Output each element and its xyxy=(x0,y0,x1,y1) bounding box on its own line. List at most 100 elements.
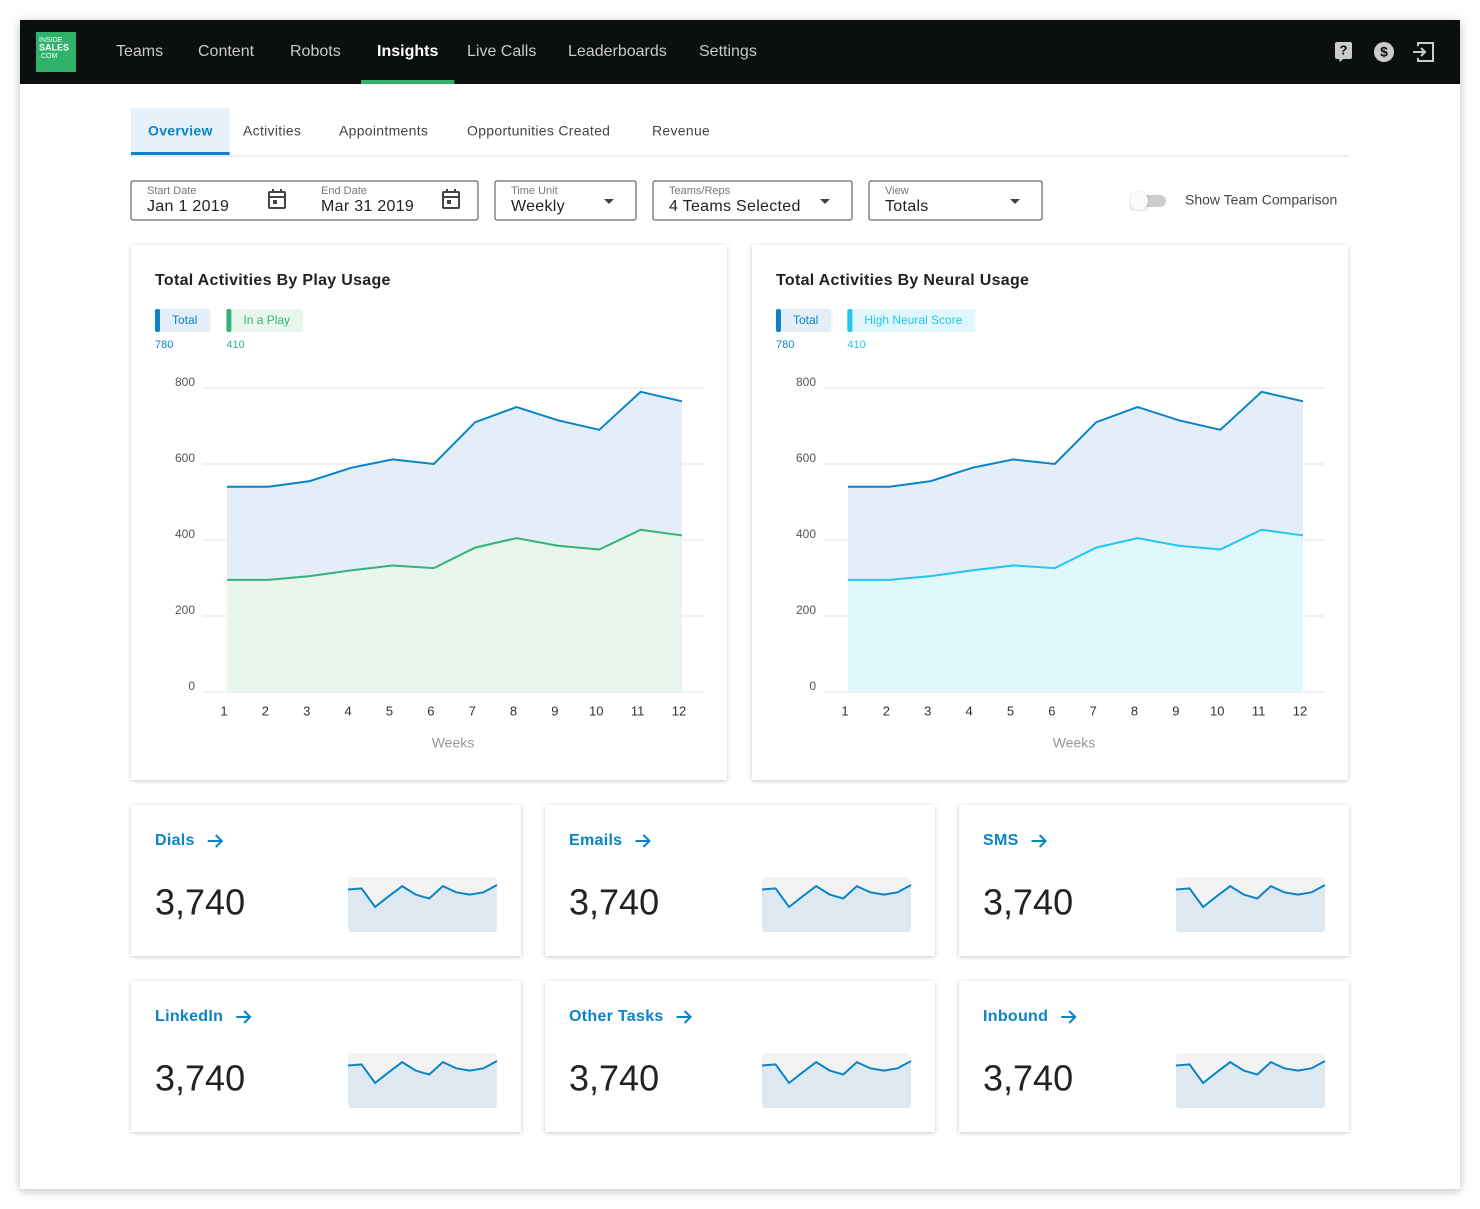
nav-bar xyxy=(20,20,1460,84)
x-axis-label: Weeks xyxy=(1053,735,1096,751)
time-unit-box[interactable] xyxy=(494,180,637,221)
svg-text:?: ? xyxy=(1340,42,1348,57)
arrow-icon[interactable] xyxy=(1031,834,1047,848)
sparkline-area xyxy=(1176,885,1325,932)
filter-label: View xyxy=(885,185,909,197)
x-tick-label: 5 xyxy=(1007,703,1014,718)
nav-item[interactable]: Robots xyxy=(290,43,341,60)
legend-label: Total xyxy=(172,313,197,327)
logout-icon[interactable] xyxy=(1413,42,1434,62)
legend-label: Total xyxy=(793,313,818,327)
sparkline-area xyxy=(762,1061,911,1108)
y-tick-label: 800 xyxy=(175,375,195,389)
y-tick-label: 400 xyxy=(175,527,195,541)
legend-value: 410 xyxy=(226,339,244,351)
legend-swatch xyxy=(226,309,232,332)
arrow-icon[interactable] xyxy=(207,834,224,848)
line xyxy=(227,528,683,581)
sparkline-area xyxy=(348,1061,497,1108)
arrow-icon[interactable] xyxy=(635,834,651,848)
tab[interactable]: Appointments xyxy=(339,123,428,139)
card-value: 3,740 xyxy=(983,1058,1073,1099)
legend-value: 780 xyxy=(776,339,794,351)
x-tick-label: 11 xyxy=(1252,703,1266,718)
card-title[interactable]: Other Tasks xyxy=(569,1008,664,1025)
filter-label: End Date xyxy=(321,185,367,197)
nav-item[interactable]: Teams xyxy=(116,43,163,60)
toggle-knob[interactable] xyxy=(1130,192,1148,210)
arrow-icon[interactable] xyxy=(1061,1010,1077,1024)
area xyxy=(227,529,682,692)
tab[interactable]: Activities xyxy=(243,123,301,139)
x-tick-label: 11 xyxy=(631,703,645,718)
filter-value: 4 Teams Selected xyxy=(669,198,801,215)
date-range-box[interactable] xyxy=(130,180,479,221)
x-tick-label: 3 xyxy=(924,703,931,718)
legend-label: High Neural Score xyxy=(864,313,962,327)
y-tick-label: 0 xyxy=(809,679,816,693)
sparkline xyxy=(347,1060,498,1085)
legend-value: 410 xyxy=(847,339,865,351)
filter-value: Totals xyxy=(885,198,929,215)
card-title[interactable]: LinkedIn xyxy=(155,1008,223,1025)
x-tick-label: 7 xyxy=(469,703,476,718)
dropdown-caret xyxy=(820,199,830,204)
x-tick-label: 4 xyxy=(344,703,351,718)
sparkline xyxy=(347,884,498,909)
nav-item[interactable]: Content xyxy=(198,43,255,60)
sparkline-area xyxy=(762,885,911,932)
card-value: 3,740 xyxy=(155,882,245,923)
x-tick-label: 9 xyxy=(1172,703,1179,718)
area xyxy=(848,529,1303,692)
x-tick-label: 10 xyxy=(1210,703,1224,718)
sparkline-area xyxy=(348,885,497,932)
legend-label: In a Play xyxy=(243,313,290,327)
arrow-icon[interactable] xyxy=(236,1010,252,1024)
card-value: 3,740 xyxy=(569,882,659,923)
legend-value: 780 xyxy=(155,339,173,351)
tab[interactable]: Revenue xyxy=(652,123,710,139)
nav-item[interactable]: Leaderboards xyxy=(568,43,667,60)
chart-title: Total Activities By Neural Usage xyxy=(776,272,1029,289)
card-title[interactable]: Emails xyxy=(569,832,622,849)
billing-icon[interactable]: $ xyxy=(1374,42,1394,62)
view-box[interactable] xyxy=(868,180,1043,221)
card-title[interactable]: Inbound xyxy=(983,1008,1048,1025)
tab[interactable]: Overview xyxy=(148,123,213,139)
card-value: 3,740 xyxy=(569,1058,659,1099)
line xyxy=(848,390,1304,488)
filter-label: Start Date xyxy=(147,185,197,197)
logo-text: .COM xyxy=(39,53,57,60)
x-tick-label: 6 xyxy=(1048,703,1055,718)
arrow-icon[interactable] xyxy=(676,1010,693,1024)
y-tick-label: 200 xyxy=(796,603,816,617)
nav-item[interactable]: Settings xyxy=(699,43,757,60)
x-tick-label: 3 xyxy=(303,703,310,718)
card-title[interactable]: Dials xyxy=(155,832,195,849)
calendar-icon[interactable] xyxy=(268,189,286,209)
card-title[interactable]: SMS xyxy=(983,832,1019,849)
x-tick-label: 7 xyxy=(1090,703,1097,718)
teams-box[interactable] xyxy=(652,180,853,221)
nav-item[interactable]: Live Calls xyxy=(467,43,536,60)
sparkline-area xyxy=(1176,1061,1325,1108)
x-tick-label: 2 xyxy=(262,703,269,718)
x-tick-label: 12 xyxy=(672,703,686,718)
legend-swatch xyxy=(155,309,160,332)
help-icon[interactable]: ? xyxy=(1335,42,1352,62)
y-tick-label: 200 xyxy=(175,603,195,617)
nav-item[interactable]: Insights xyxy=(377,43,438,60)
y-tick-label: 400 xyxy=(796,527,816,541)
filter-value: Weekly xyxy=(511,198,565,215)
legend-chip xyxy=(155,309,211,332)
calendar-icon[interactable] xyxy=(442,189,460,209)
x-tick-label: 10 xyxy=(589,703,603,718)
legend-chip xyxy=(226,309,304,332)
tab-active-underline xyxy=(131,152,230,155)
card-value: 3,740 xyxy=(983,882,1073,923)
x-tick-label: 1 xyxy=(841,703,848,718)
tab[interactable]: Opportunities Created xyxy=(467,123,610,139)
toggle-label: Show Team Comparison xyxy=(1185,192,1337,208)
logo[interactable] xyxy=(36,32,76,72)
